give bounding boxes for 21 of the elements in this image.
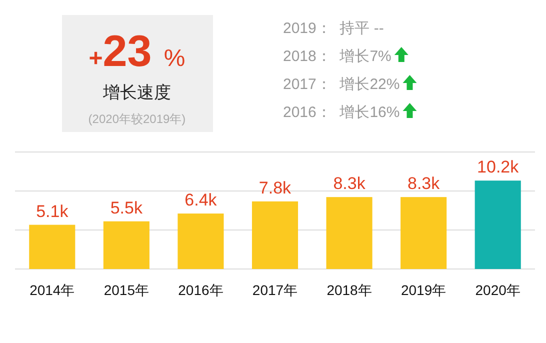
data-label: 10.2k <box>477 158 520 177</box>
data-label: 6.4k <box>184 190 218 210</box>
data-label: 5.1k <box>36 202 69 221</box>
data-label: 5.5k <box>110 198 143 218</box>
text: 2016： 增长16% <box>283 104 400 121</box>
x-tick-label: 2019年 <box>400 282 446 298</box>
text: (2020年较2019年) <box>88 112 186 126</box>
text: 增长速度 <box>102 83 171 102</box>
x-tick-label: 2017年 <box>252 282 298 298</box>
text: 2017： 增长22% <box>283 76 400 93</box>
x-tick-label: 2018年 <box>326 282 372 298</box>
text: 2019： 持平 -- <box>283 20 384 37</box>
x-tick-label: 2014年 <box>30 282 75 298</box>
text: 2018： 增长7% <box>283 48 392 65</box>
data-label: 7.8k <box>258 178 292 198</box>
data-label: 8.3k <box>333 174 366 194</box>
x-tick-label: 2020年 <box>475 282 520 298</box>
x-tick-label: 2016年 <box>178 282 224 298</box>
text: +23 % <box>88 27 186 76</box>
data-label: 8.3k <box>408 174 440 194</box>
x-tick-label: 2015年 <box>104 282 150 298</box>
